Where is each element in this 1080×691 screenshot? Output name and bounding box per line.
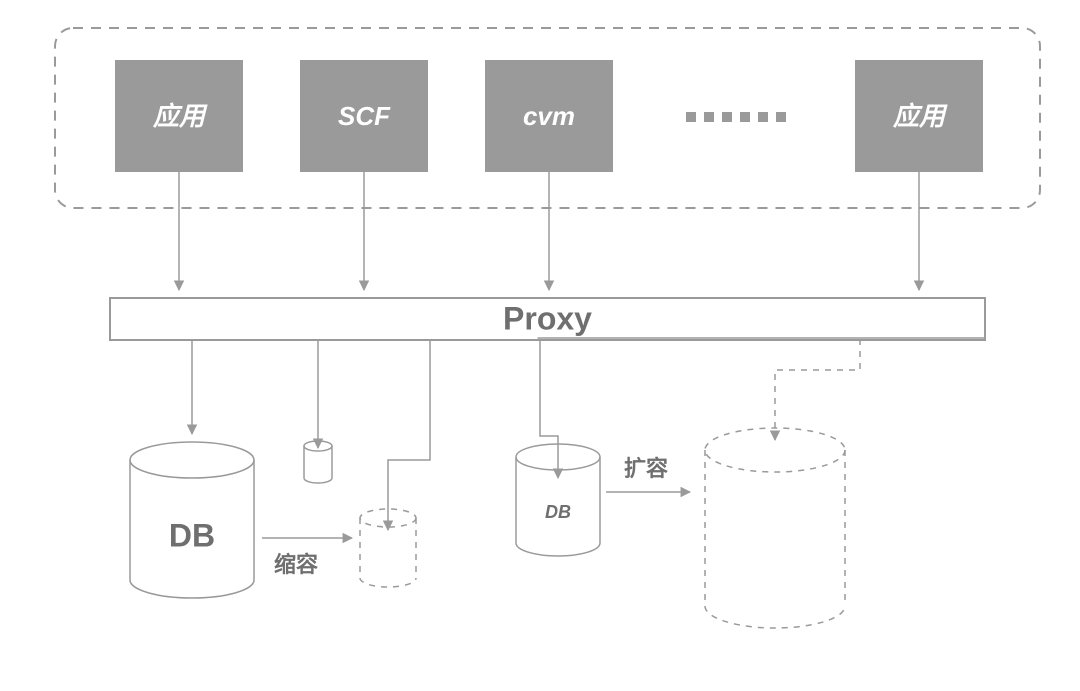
scale-label: 缩容: [274, 552, 318, 577]
cylinder-bottom: [516, 543, 600, 556]
arrow-from-proxy-4: [583, 340, 860, 440]
client-node-label: 应用: [152, 101, 208, 131]
cylinder-bottom: [130, 580, 254, 598]
ellipsis-dot: [704, 112, 714, 122]
ellipsis-dot: [758, 112, 768, 122]
cylinder-bottom: [304, 478, 332, 483]
proxy-label: Proxy: [503, 300, 592, 336]
cylinder-top: [130, 442, 254, 478]
client-node-label: cvm: [523, 101, 575, 131]
ellipsis-dot: [686, 112, 696, 122]
client-node-label: SCF: [338, 101, 391, 131]
cylinder-bottom: [705, 606, 845, 628]
architecture-diagram: 应用 SCF cvm 应用 Proxy DB DB 缩容 扩容: [0, 0, 1080, 691]
cylinder-label: DB: [169, 517, 215, 553]
scale-label: 扩容: [624, 456, 668, 481]
client-node-label: 应用: [892, 101, 948, 131]
ellipsis-dot: [722, 112, 732, 122]
ellipsis-dot: [740, 112, 750, 122]
arrow-from-proxy-3: [540, 340, 558, 478]
cylinder-label: DB: [545, 502, 571, 522]
cylinder-bottom: [360, 578, 416, 587]
arrow-from-proxy-2: [388, 340, 430, 530]
ellipsis-dot: [776, 112, 786, 122]
